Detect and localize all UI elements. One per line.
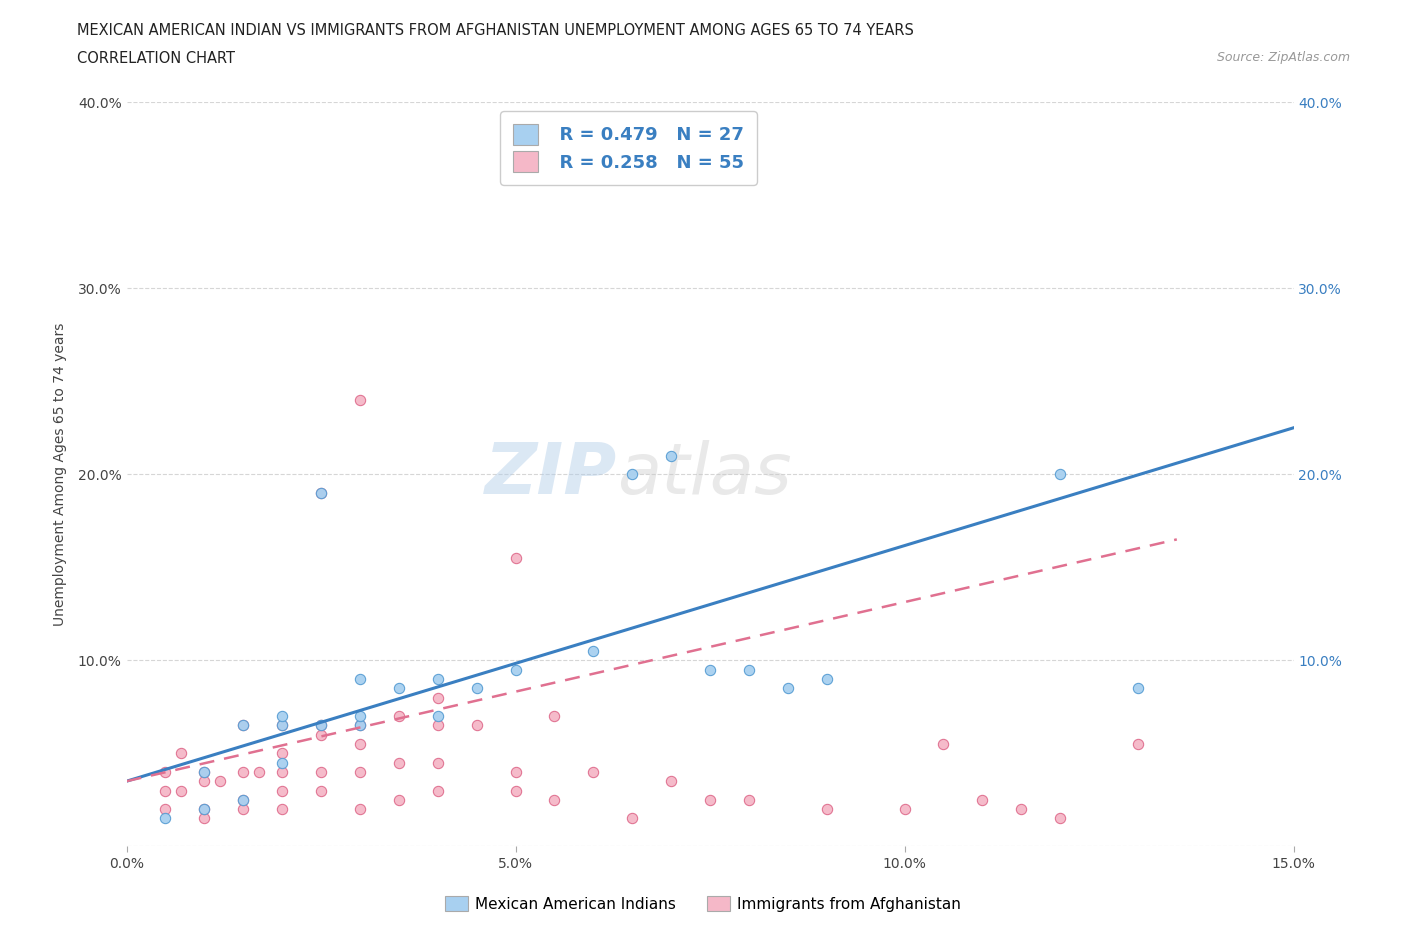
Point bbox=[271, 755, 294, 770]
Point bbox=[388, 755, 411, 770]
Point bbox=[247, 764, 270, 779]
Point bbox=[659, 448, 682, 463]
Point bbox=[193, 802, 215, 817]
Point bbox=[155, 802, 177, 817]
Point bbox=[232, 792, 254, 807]
Point bbox=[193, 811, 215, 826]
Point bbox=[309, 485, 332, 500]
Point bbox=[776, 681, 799, 696]
Point bbox=[271, 746, 294, 761]
Point bbox=[815, 671, 838, 686]
Point bbox=[349, 709, 371, 724]
Point bbox=[349, 718, 371, 733]
Point bbox=[932, 737, 955, 751]
Point bbox=[699, 662, 721, 677]
Point bbox=[505, 662, 527, 677]
Point bbox=[232, 792, 254, 807]
Point bbox=[972, 792, 994, 807]
Point bbox=[309, 485, 332, 500]
Point bbox=[465, 681, 488, 696]
Point bbox=[155, 811, 177, 826]
Point bbox=[309, 727, 332, 742]
Point bbox=[1126, 681, 1149, 696]
Point bbox=[271, 764, 294, 779]
Point bbox=[193, 764, 215, 779]
Point bbox=[170, 783, 193, 798]
Point bbox=[621, 467, 644, 482]
Text: MEXICAN AMERICAN INDIAN VS IMMIGRANTS FROM AFGHANISTAN UNEMPLOYMENT AMONG AGES 6: MEXICAN AMERICAN INDIAN VS IMMIGRANTS FR… bbox=[77, 23, 914, 38]
Point bbox=[388, 681, 411, 696]
Point bbox=[170, 746, 193, 761]
Point bbox=[1126, 737, 1149, 751]
Point bbox=[465, 718, 488, 733]
Point bbox=[155, 783, 177, 798]
Point bbox=[271, 802, 294, 817]
Point bbox=[155, 764, 177, 779]
Point bbox=[388, 709, 411, 724]
Point bbox=[349, 671, 371, 686]
Point bbox=[271, 718, 294, 733]
Point bbox=[738, 792, 761, 807]
Point bbox=[349, 764, 371, 779]
Text: Source: ZipAtlas.com: Source: ZipAtlas.com bbox=[1216, 51, 1350, 64]
Point bbox=[815, 802, 838, 817]
Point bbox=[426, 755, 449, 770]
Point bbox=[582, 644, 605, 658]
Y-axis label: Unemployment Among Ages 65 to 74 years: Unemployment Among Ages 65 to 74 years bbox=[52, 323, 66, 626]
Point bbox=[543, 792, 565, 807]
Point bbox=[309, 764, 332, 779]
Point bbox=[271, 718, 294, 733]
Point bbox=[893, 802, 915, 817]
Point bbox=[1049, 467, 1071, 482]
Point bbox=[349, 392, 371, 407]
Point bbox=[426, 690, 449, 705]
Point bbox=[505, 764, 527, 779]
Point bbox=[738, 662, 761, 677]
Point bbox=[309, 718, 332, 733]
Point bbox=[232, 718, 254, 733]
Point bbox=[426, 671, 449, 686]
Text: atlas: atlas bbox=[617, 440, 792, 509]
Point bbox=[232, 802, 254, 817]
Point bbox=[543, 709, 565, 724]
Point bbox=[193, 774, 215, 789]
Point bbox=[309, 718, 332, 733]
Legend:   R = 0.479   N = 27,   R = 0.258   N = 55: R = 0.479 N = 27, R = 0.258 N = 55 bbox=[501, 112, 756, 185]
Legend: Mexican American Indians, Immigrants from Afghanistan: Mexican American Indians, Immigrants fro… bbox=[439, 889, 967, 918]
Point bbox=[349, 802, 371, 817]
Point bbox=[388, 792, 411, 807]
Point bbox=[426, 783, 449, 798]
Point bbox=[349, 737, 371, 751]
Text: ZIP: ZIP bbox=[485, 440, 617, 509]
Text: CORRELATION CHART: CORRELATION CHART bbox=[77, 51, 235, 66]
Point bbox=[1049, 811, 1071, 826]
Point bbox=[232, 764, 254, 779]
Point bbox=[349, 718, 371, 733]
Point bbox=[271, 783, 294, 798]
Point bbox=[232, 718, 254, 733]
Point bbox=[193, 764, 215, 779]
Point bbox=[309, 783, 332, 798]
Point bbox=[208, 774, 231, 789]
Point bbox=[621, 811, 644, 826]
Point bbox=[426, 718, 449, 733]
Point bbox=[505, 551, 527, 565]
Point bbox=[193, 802, 215, 817]
Point bbox=[699, 792, 721, 807]
Point bbox=[426, 709, 449, 724]
Point bbox=[659, 774, 682, 789]
Point bbox=[582, 764, 605, 779]
Point bbox=[505, 783, 527, 798]
Point bbox=[1010, 802, 1032, 817]
Point bbox=[271, 709, 294, 724]
